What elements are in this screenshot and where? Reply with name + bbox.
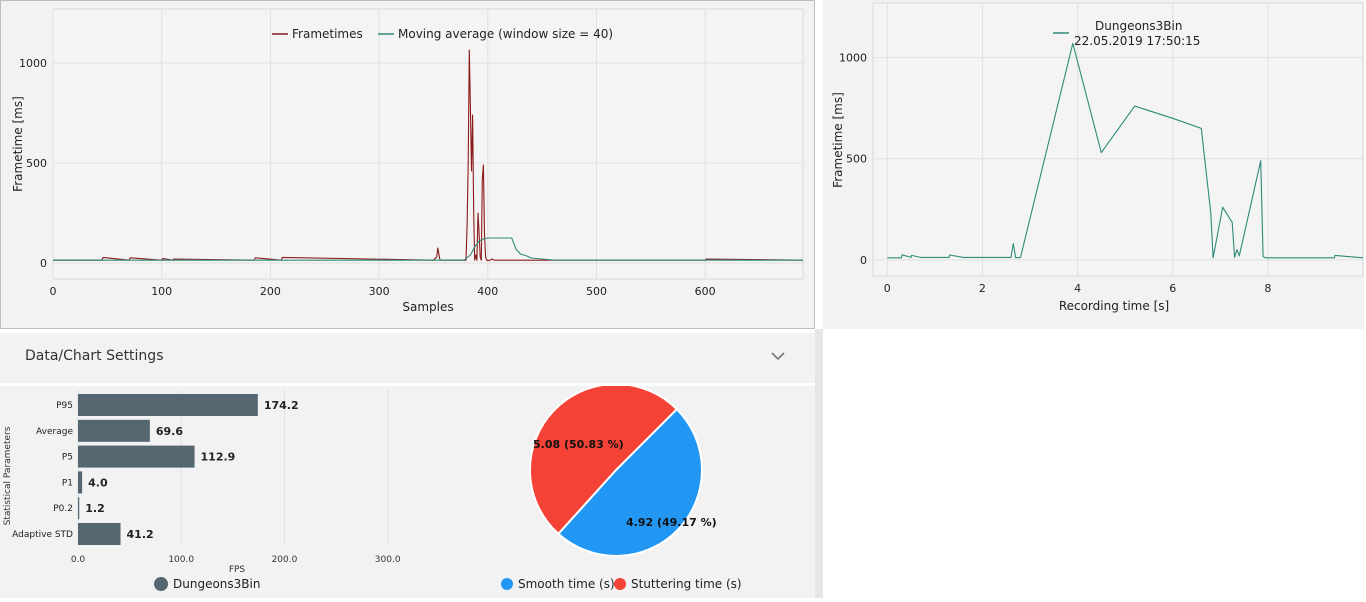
stutter-pie-chart-panel: 4.92 (49.17 %) 5.08 (50.83 %) Smooth time…: [480, 382, 815, 598]
bar-legend-label: Dungeons3Bin: [173, 577, 260, 591]
frametimes-ytick-label: 0: [40, 257, 47, 270]
recording-plot-area: [872, 2, 1364, 277]
frametimes-chart: 0 100 200 300 400 500 600 0 500 1000 Samples Fram…: [11, 8, 804, 314]
data-chart-settings-header[interactable]: Data/Chart Settings: [0, 333, 815, 383]
recording-xlabel: Recording time [s]: [1059, 299, 1169, 313]
bar-category-label: Adaptive STD: [12, 530, 73, 540]
recording-series-dungeons3bin: [887, 42, 1364, 259]
bar-value-label: 4.0: [88, 476, 108, 489]
recording-xtick-label: 2: [979, 282, 986, 295]
bar-xtick-label: 100.0: [168, 555, 194, 565]
recording-ylabel: Frametime [ms]: [831, 92, 845, 188]
bar-category-label: P95: [56, 401, 73, 411]
panel-divider: [815, 329, 823, 598]
smooth-legend-label: Smooth time (s): [518, 577, 615, 591]
bar-legend-swatch: [154, 577, 168, 591]
recording-time-chart: 0 2 4 6 8 0 500 1000 Recording time [s] Frameti…: [831, 2, 1364, 313]
recording-xtick-label: 0: [884, 282, 891, 295]
statistics-bar-chart: 0.0 100.0 200.0 300.0 P95 174.2 Average 69.6 P5 1…: [3, 389, 401, 591]
bar-value-label: 112.9: [201, 451, 236, 464]
pie-slice-smooth: [556, 407, 703, 557]
bar-ylabel: Statistical Parameters: [3, 426, 13, 525]
bar-xtick-label: 0.0: [71, 555, 86, 565]
recording-legend-date: 22.05.2019 17:50:15: [1074, 34, 1200, 48]
frametimes-series-moving-average-window-size-40: [53, 237, 804, 261]
smooth-legend-swatch: [501, 578, 513, 590]
frametimes-xtick-label: 500: [586, 285, 607, 298]
pie-slice-label-stuttering: 5.08 (50.83 %): [533, 438, 624, 451]
frametimes-xtick-label: 200: [260, 285, 281, 298]
bar-p95: [78, 394, 258, 416]
bar-category-label: P5: [62, 453, 73, 463]
frametimes-ytick-label: 500: [26, 157, 47, 170]
frametimes-plot-area: [52, 8, 804, 280]
frametimes-xtick-label: 400: [477, 285, 498, 298]
bar-category-label: Average: [36, 427, 73, 437]
frametimes-xtick-label: 0: [50, 285, 57, 298]
moving-average-legend-label: Moving average (window size = 40): [398, 27, 613, 41]
recording-chart-panel: 0 2 4 6 8 0 500 1000 Recording time [s] Frameti…: [823, 0, 1364, 329]
frametimes-xtick-label: 600: [695, 285, 716, 298]
recording-xtick-label: 8: [1264, 282, 1271, 295]
recording-ytick-label: 1000: [839, 52, 867, 65]
bar-value-label: 174.2: [264, 399, 299, 412]
stutter-legend-swatch: [614, 578, 626, 590]
frametimes-xtick-label: 300: [369, 285, 390, 298]
bar-xtick-label: 300.0: [375, 555, 401, 565]
bar-p1: [78, 471, 83, 494]
bar-adaptive-std: [78, 523, 121, 545]
pie-slice-stuttering: [529, 382, 679, 536]
chevron-down-icon[interactable]: [769, 347, 787, 365]
frametimes-chart-panel: 0 100 200 300 400 500 600 0 500 1000 Samples Fram…: [0, 0, 815, 329]
settings-title: Data/Chart Settings: [25, 348, 164, 364]
stutter-pie-chart: 4.92 (49.17 %) 5.08 (50.83 %) Smooth time…: [501, 382, 742, 591]
frametimes-ylabel: Frametime [ms]: [11, 96, 25, 192]
pie-slice-label-smooth: 4.92 (49.17 %): [626, 516, 717, 529]
frametimes-series-frametimes: [53, 49, 804, 262]
recording-ytick-label: 500: [846, 153, 867, 166]
recording-xtick-label: 6: [1169, 282, 1176, 295]
frametimes-xtick-label: 100: [151, 285, 172, 298]
frametimes-legend-label: Frametimes: [292, 27, 363, 41]
frametimes-xlabel: Samples: [402, 300, 453, 314]
recording-ytick-label: 0: [860, 254, 867, 267]
statistics-bar-chart-panel: 0.0 100.0 200.0 300.0 P95 174.2 Average 69.6 P5 1…: [0, 386, 480, 598]
bar-category-label: P1: [62, 478, 73, 488]
bar-xlabel: FPS: [229, 565, 246, 575]
frametimes-ytick-label: 1000: [19, 57, 47, 70]
bar-p5: [78, 445, 195, 468]
recording-xtick-label: 4: [1074, 282, 1081, 295]
bar-category-label: P0.2: [53, 504, 73, 514]
bar-xtick-label: 200.0: [272, 555, 298, 565]
bar-value-label: 41.2: [127, 528, 154, 541]
bar-p0-2: [78, 497, 80, 520]
bar-average: [78, 419, 150, 442]
recording-legend-name: Dungeons3Bin: [1095, 19, 1182, 33]
bar-value-label: 69.6: [156, 425, 183, 438]
bar-value-label: 1.2: [85, 502, 105, 515]
stutter-legend-label: Stuttering time (s): [631, 577, 742, 591]
